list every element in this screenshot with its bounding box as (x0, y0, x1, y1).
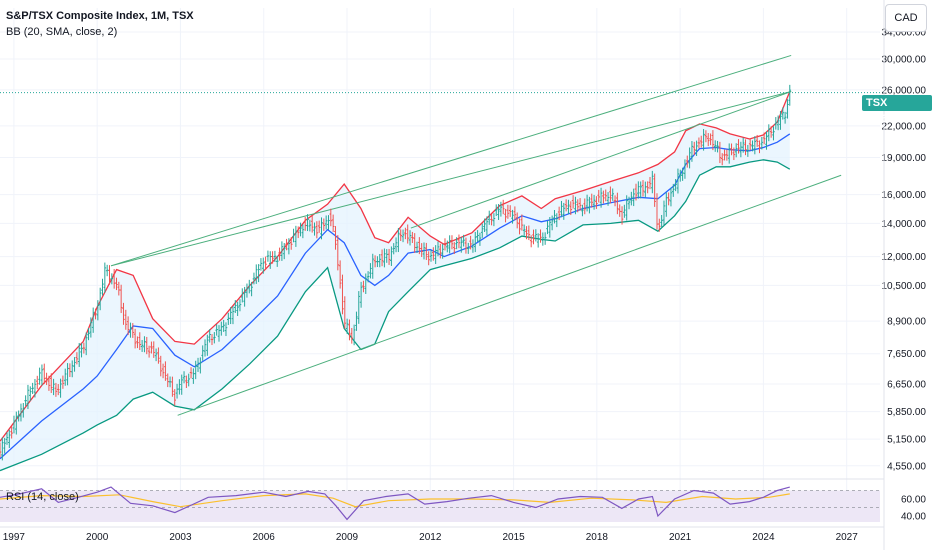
y-tick-label: 16,000.00 (882, 190, 927, 201)
channel-line (177, 174, 842, 416)
rsi-line (0, 486, 790, 521)
bb-indicator-label[interactable]: BB (20, SMA, close, 2) (6, 26, 118, 38)
rsi-band-fill (0, 490, 880, 522)
basis-line (0, 133, 791, 460)
band-fill (0, 91, 790, 471)
trend-channel (110, 54, 842, 416)
y-tick-label: 10,500.00 (882, 281, 927, 292)
y-tick-label: 34,000.00 (882, 27, 927, 38)
last-price-tag: TSX 25,671.18 (862, 95, 932, 125)
price-axis[interactable]: 4,550.00 5,150.00 5,850.00 6,650.00 7,650.00… (882, 0, 927, 550)
x-tick-label: 2021 (669, 532, 692, 543)
chart-title[interactable]: S&P/TSX Composite Index, 1M, TSX (6, 10, 194, 22)
rsi-tick-label: 40.00 (901, 512, 926, 523)
price-bars (0, 84, 884, 461)
x-tick-label: 1997 (3, 532, 26, 543)
rsi-tick-label: 60.00 (901, 495, 926, 506)
x-tick-label: 2018 (586, 532, 609, 543)
channel-line (110, 91, 792, 267)
price-tag-value: 25,671.18 (866, 113, 915, 125)
rsi-pane (0, 486, 880, 522)
currency-button[interactable]: CAD (885, 4, 927, 32)
x-tick-label: 2006 (253, 532, 276, 543)
x-tick-label: 2009 (336, 532, 359, 543)
x-tick-label: 2027 (836, 532, 859, 543)
channel-line (410, 91, 792, 229)
lower-band (0, 159, 791, 472)
x-tick-label: 2000 (86, 532, 109, 543)
y-tick-label: 7,650.00 (887, 349, 926, 360)
time-axis[interactable]: 1997 2000 2003 2006 2009 2012 2015 2018 2021 2024… (0, 526, 884, 543)
y-tick-label: 19,000.00 (882, 153, 927, 164)
x-tick-label: 2024 (752, 532, 775, 543)
y-tick-label: 12,000.00 (882, 252, 927, 263)
y-tick-label: 8,900.00 (887, 317, 926, 328)
y-tick-label: 22,000.00 (882, 121, 927, 132)
y-tick-label: 6,650.00 (887, 379, 926, 390)
y-tick-label: 5,850.00 (887, 407, 926, 418)
y-tick-label: 26,000.00 (882, 85, 927, 96)
x-tick-label: 2015 (502, 532, 525, 543)
y-tick-label: 30,000.00 (882, 54, 927, 65)
bollinger-bands (0, 91, 791, 472)
x-tick-label: 2012 (419, 532, 442, 543)
channel-line (110, 54, 792, 267)
price-tag-symbol: TSX (866, 97, 888, 109)
rsi-indicator-label[interactable]: RSI (14, close) (6, 491, 79, 503)
x-tick-label: 2003 (169, 532, 192, 543)
y-tick-label: 14,000.00 (882, 219, 927, 230)
y-tick-label: 4,550.00 (887, 461, 926, 472)
rsi-ma-line (0, 493, 790, 508)
y-tick-label: 5,150.00 (887, 435, 926, 446)
